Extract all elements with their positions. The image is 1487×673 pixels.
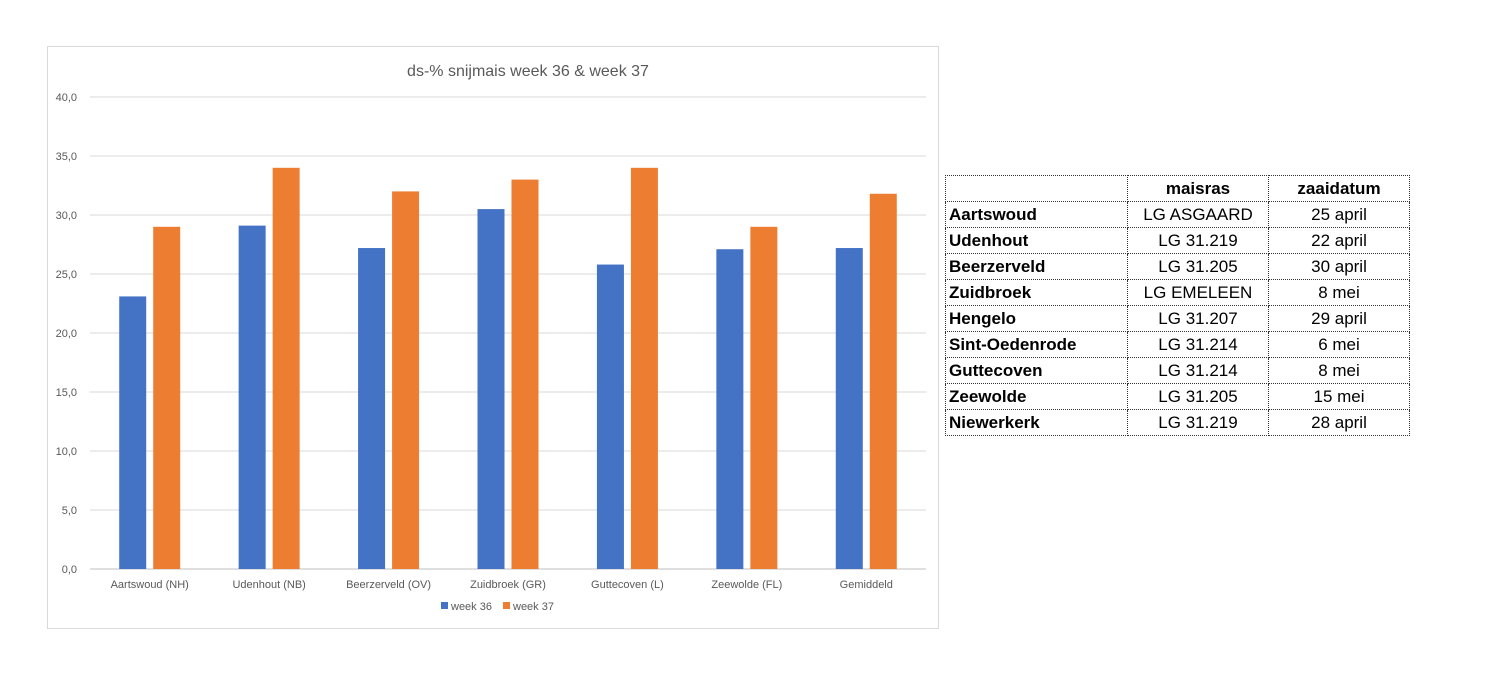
table-cell-maisras: LG 31.214 [1127,357,1269,384]
table-cell-maisras: LG 31.214 [1127,331,1269,358]
table-row: Sint-Oedenrode LG 31.214 6 mei [945,331,1410,358]
table-cell-location: Zuidbroek [945,279,1128,306]
x-tick-label: Guttecoven (L) [591,579,664,591]
table-row: Zuidbroek LG EMELEEN 8 mei [945,279,1410,306]
bar-week36 [835,248,863,570]
table-cell-zaaidatum: 30 april [1268,253,1410,280]
bar-week36 [716,249,744,569]
table-cell-zaaidatum: 29 april [1268,305,1410,332]
table-row: Guttecoven LG 31.214 8 mei [945,357,1410,384]
y-tick-label: 30,0 [56,210,77,222]
bar-week37 [869,193,897,569]
table-cell-maisras: LG 31.205 [1127,253,1269,280]
table-cell-maisras: LG 31.207 [1127,305,1269,332]
table-cell-location: Beerzerveld [945,253,1128,280]
table-cell-maisras: LG 31.219 [1127,409,1269,436]
bar-week36 [596,264,624,569]
table-cell-zaaidatum: 22 april [1268,227,1410,254]
table-cell-location: Hengelo [945,305,1128,332]
table-row: Niewerkerk LG 31.219 28 april [945,409,1410,436]
table-cell-zaaidatum: 6 mei [1268,331,1410,358]
legend-label: week 36 [450,601,492,613]
bar-week37 [272,167,300,570]
table-row: Hengelo LG 31.207 29 april [945,305,1410,332]
legend-label: week 37 [512,601,554,613]
table-header-maisras: maisras [1127,175,1269,202]
table-cell-maisras: LG EMELEEN [1127,279,1269,306]
x-tick-label: Udenhout (NB) [232,579,305,591]
table-cell-zaaidatum: 15 mei [1268,383,1410,410]
x-tick-label: Gemiddeld [840,579,893,591]
table-cell-location: Guttecoven [945,357,1128,384]
y-tick-label: 0,0 [62,564,77,576]
table-row: Aartswoud LG ASGAARD 25 april [945,201,1410,228]
table-cell-zaaidatum: 8 mei [1268,357,1410,384]
table-cell-zaaidatum: 8 mei [1268,279,1410,306]
bar-week37 [392,191,420,569]
x-tick-label: Beerzerveld (OV) [346,579,431,591]
legend-swatch [503,602,510,609]
table-cell-zaaidatum: 25 april [1268,201,1410,228]
bar-chart: ds-% snijmais week 36 & week 37 0,0 5,0 10,… [56,63,926,613]
table-header-location [945,175,1128,202]
y-tick-label: 35,0 [56,151,77,163]
table-cell-location: Zeewolde [945,383,1128,410]
table-cell-location: Udenhout [945,227,1128,254]
table-cell-location: Aartswoud [945,201,1128,228]
table-cell-maisras: LG 31.219 [1127,227,1269,254]
bar-week37 [750,226,778,570]
table-cell-maisras: LG ASGAARD [1127,201,1269,228]
bar-week36 [477,209,505,569]
table-header-row: maisras zaaidatum [945,175,1410,202]
bar-week36 [238,225,266,569]
chart-container: ds-% snijmais week 36 & week 37 0,0 5,0 10,… [47,46,939,629]
x-tick-label: Zeewolde (FL) [711,579,782,591]
table-cell-zaaidatum: 28 april [1268,409,1410,436]
bar-week37 [511,179,539,569]
y-tick-label: 25,0 [56,269,77,281]
table-cell-location: Niewerkerk [945,409,1128,436]
y-tick-label: 15,0 [56,387,77,399]
bar-week36 [119,296,147,569]
table-cell-location: Sint-Oedenrode [945,331,1128,358]
table-header-zaaidatum: zaaidatum [1268,175,1410,202]
sowing-info-table: maisras zaaidatum Aartswoud LG ASGAARD 25 … [945,175,1410,436]
bar-week36 [358,248,386,570]
table-row: Udenhout LG 31.219 22 april [945,227,1410,254]
table-row: Zeewolde LG 31.205 15 mei [945,383,1410,410]
legend-swatch [441,602,448,609]
y-tick-label: 20,0 [56,328,77,340]
table-cell-maisras: LG 31.205 [1127,383,1269,410]
table-row: Beerzerveld LG 31.205 30 april [945,253,1410,280]
x-tick-label: Aartswoud (NH) [111,579,189,591]
bar-week37 [630,167,658,570]
y-tick-label: 10,0 [56,446,77,458]
y-tick-label: 40,0 [56,92,77,104]
chart-title: ds-% snijmais week 36 & week 37 [407,63,649,80]
bar-week37 [153,226,181,570]
y-tick-label: 5,0 [62,505,77,517]
x-tick-label: Zuidbroek (GR) [470,579,546,591]
